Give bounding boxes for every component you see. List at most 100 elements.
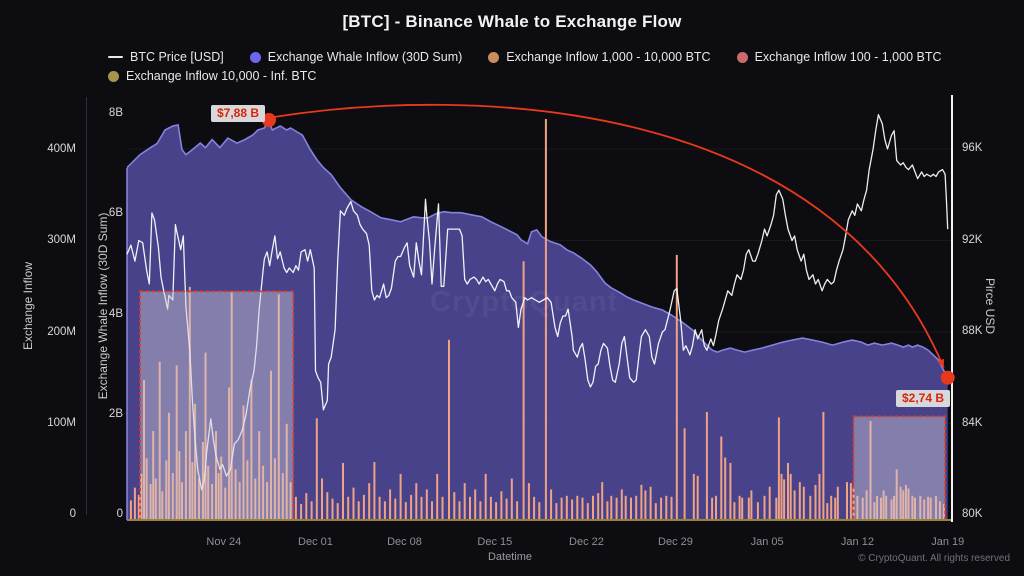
inflow-bar bbox=[453, 492, 456, 520]
inflow-bar bbox=[895, 469, 898, 520]
inflow-bar bbox=[234, 469, 237, 520]
inflow-bar bbox=[882, 490, 885, 520]
inflow-bar bbox=[171, 473, 174, 520]
legend-item-2[interactable]: Exchange Whale Inflow (30D Sum) bbox=[249, 49, 463, 65]
inflow-bar bbox=[581, 497, 584, 520]
inflow-bar bbox=[890, 499, 893, 520]
inflow-bar bbox=[220, 456, 223, 520]
date-tick: Dec 08 bbox=[387, 536, 422, 548]
inflow-bar bbox=[729, 463, 732, 520]
date-tick: Jan 05 bbox=[750, 536, 784, 548]
inflow-bar bbox=[399, 473, 402, 520]
inflow-bar bbox=[362, 494, 365, 520]
legend-line-marker bbox=[108, 56, 123, 58]
inflow-bar bbox=[415, 483, 418, 520]
inflow-bar bbox=[783, 479, 786, 520]
inflow-bar bbox=[938, 501, 941, 520]
inflow-bar bbox=[750, 490, 753, 520]
inflow-bar bbox=[294, 496, 297, 521]
legend-dot-marker bbox=[249, 51, 261, 63]
inflow-bar bbox=[342, 463, 344, 520]
inflow-bar bbox=[747, 497, 750, 520]
legend-dot-marker bbox=[108, 70, 119, 82]
btc-price-line bbox=[126, 114, 949, 491]
inflow-bar bbox=[550, 489, 553, 520]
inflow-bar bbox=[258, 431, 261, 520]
inflow-bar bbox=[644, 490, 647, 520]
inflow-bar bbox=[207, 465, 210, 520]
whale-axis-tick: 8B bbox=[108, 107, 123, 119]
annotation-dot-low bbox=[940, 370, 955, 385]
inflow-bar bbox=[246, 460, 249, 521]
inflow-bar bbox=[158, 361, 161, 520]
inflow-bar bbox=[763, 495, 766, 520]
inflow-bar bbox=[597, 493, 600, 520]
inflow-bar bbox=[378, 496, 381, 521]
watermark: CryptoQuant bbox=[430, 286, 619, 318]
inflow-bar bbox=[228, 387, 231, 521]
inflow-bar bbox=[181, 482, 183, 520]
inflow-bar bbox=[305, 493, 308, 520]
inflow-bar bbox=[818, 473, 821, 520]
legend-label: Exchange Inflow 10,000 - Inf. BTC bbox=[126, 69, 317, 83]
inflow-bar bbox=[154, 478, 157, 520]
inflow-bar bbox=[793, 490, 796, 520]
inflow-bar bbox=[640, 484, 643, 520]
inflow-bar bbox=[167, 412, 170, 520]
date-tick: Dec 01 bbox=[298, 536, 333, 548]
legend-item-1[interactable]: BTC Price [USD] bbox=[108, 49, 224, 65]
highlight-region-1 bbox=[139, 290, 295, 521]
inflow-bar bbox=[720, 436, 723, 520]
inflow-bar bbox=[904, 484, 907, 520]
inflow-bar bbox=[352, 487, 355, 520]
inflow-bar bbox=[479, 501, 482, 520]
inflow-bar bbox=[919, 495, 922, 520]
inflow-bar bbox=[798, 482, 801, 520]
inflow-bar bbox=[885, 495, 888, 520]
inflow-bar bbox=[620, 489, 623, 520]
date-tick: Dec 29 bbox=[658, 536, 693, 548]
inflow-bar bbox=[137, 494, 140, 520]
date-tick: Dec 15 bbox=[477, 536, 513, 548]
inflow-bar bbox=[923, 499, 926, 520]
inflow-bar bbox=[873, 502, 876, 520]
inflow-bar bbox=[289, 482, 292, 520]
whale-inflow-area-edge bbox=[126, 118, 949, 379]
inflow-bar bbox=[336, 503, 339, 520]
inflow-bar bbox=[505, 498, 508, 520]
inflow-bar bbox=[140, 473, 143, 520]
inflow-bar bbox=[880, 497, 882, 520]
legend-item-4[interactable]: Exchange Inflow 100 - 1,000 BTC bbox=[736, 49, 942, 65]
legend-item-3[interactable]: Exchange Inflow 1,000 - 10,000 BTC bbox=[488, 49, 711, 65]
inflow-bar bbox=[143, 380, 145, 520]
inflow-bar bbox=[250, 380, 253, 520]
inflow-bar bbox=[273, 458, 276, 520]
inflow-bar bbox=[474, 489, 477, 520]
inflow-bar bbox=[436, 473, 439, 520]
inflow-axis-tick: 300M bbox=[47, 234, 76, 247]
inflow-bar bbox=[775, 497, 778, 520]
inflow-bar bbox=[802, 486, 805, 520]
legend-label: Exchange Whale Inflow (30D Sum) bbox=[267, 50, 463, 64]
legend-label: Exchange Inflow 1,000 - 10,000 BTC bbox=[506, 50, 711, 64]
inflow-bar bbox=[310, 501, 313, 520]
inflow-bar bbox=[394, 498, 397, 520]
inflow-bar bbox=[204, 352, 207, 520]
inflow-axis-tick: 200M bbox=[47, 325, 76, 338]
inflow-bar bbox=[300, 504, 303, 520]
date-tick: Nov 24 bbox=[206, 536, 242, 548]
inflow-bar bbox=[624, 495, 627, 520]
legend-item-5[interactable]: Exchange Inflow 10,000 - Inf. BTC bbox=[108, 68, 316, 84]
inflow-bar bbox=[670, 496, 673, 521]
whale-axis-tick: 6B bbox=[108, 207, 123, 220]
inflow-bar bbox=[224, 487, 227, 520]
inflow-bar bbox=[188, 286, 191, 520]
legend-dot-marker bbox=[488, 51, 500, 63]
inflow-bar bbox=[586, 503, 589, 520]
chart-legend: BTC Price [USD] Exchange Whale Inflow (30… bbox=[108, 49, 1008, 84]
legend-dot-marker bbox=[736, 51, 748, 63]
inflow-bar bbox=[830, 495, 833, 520]
inflow-bar bbox=[635, 495, 638, 520]
